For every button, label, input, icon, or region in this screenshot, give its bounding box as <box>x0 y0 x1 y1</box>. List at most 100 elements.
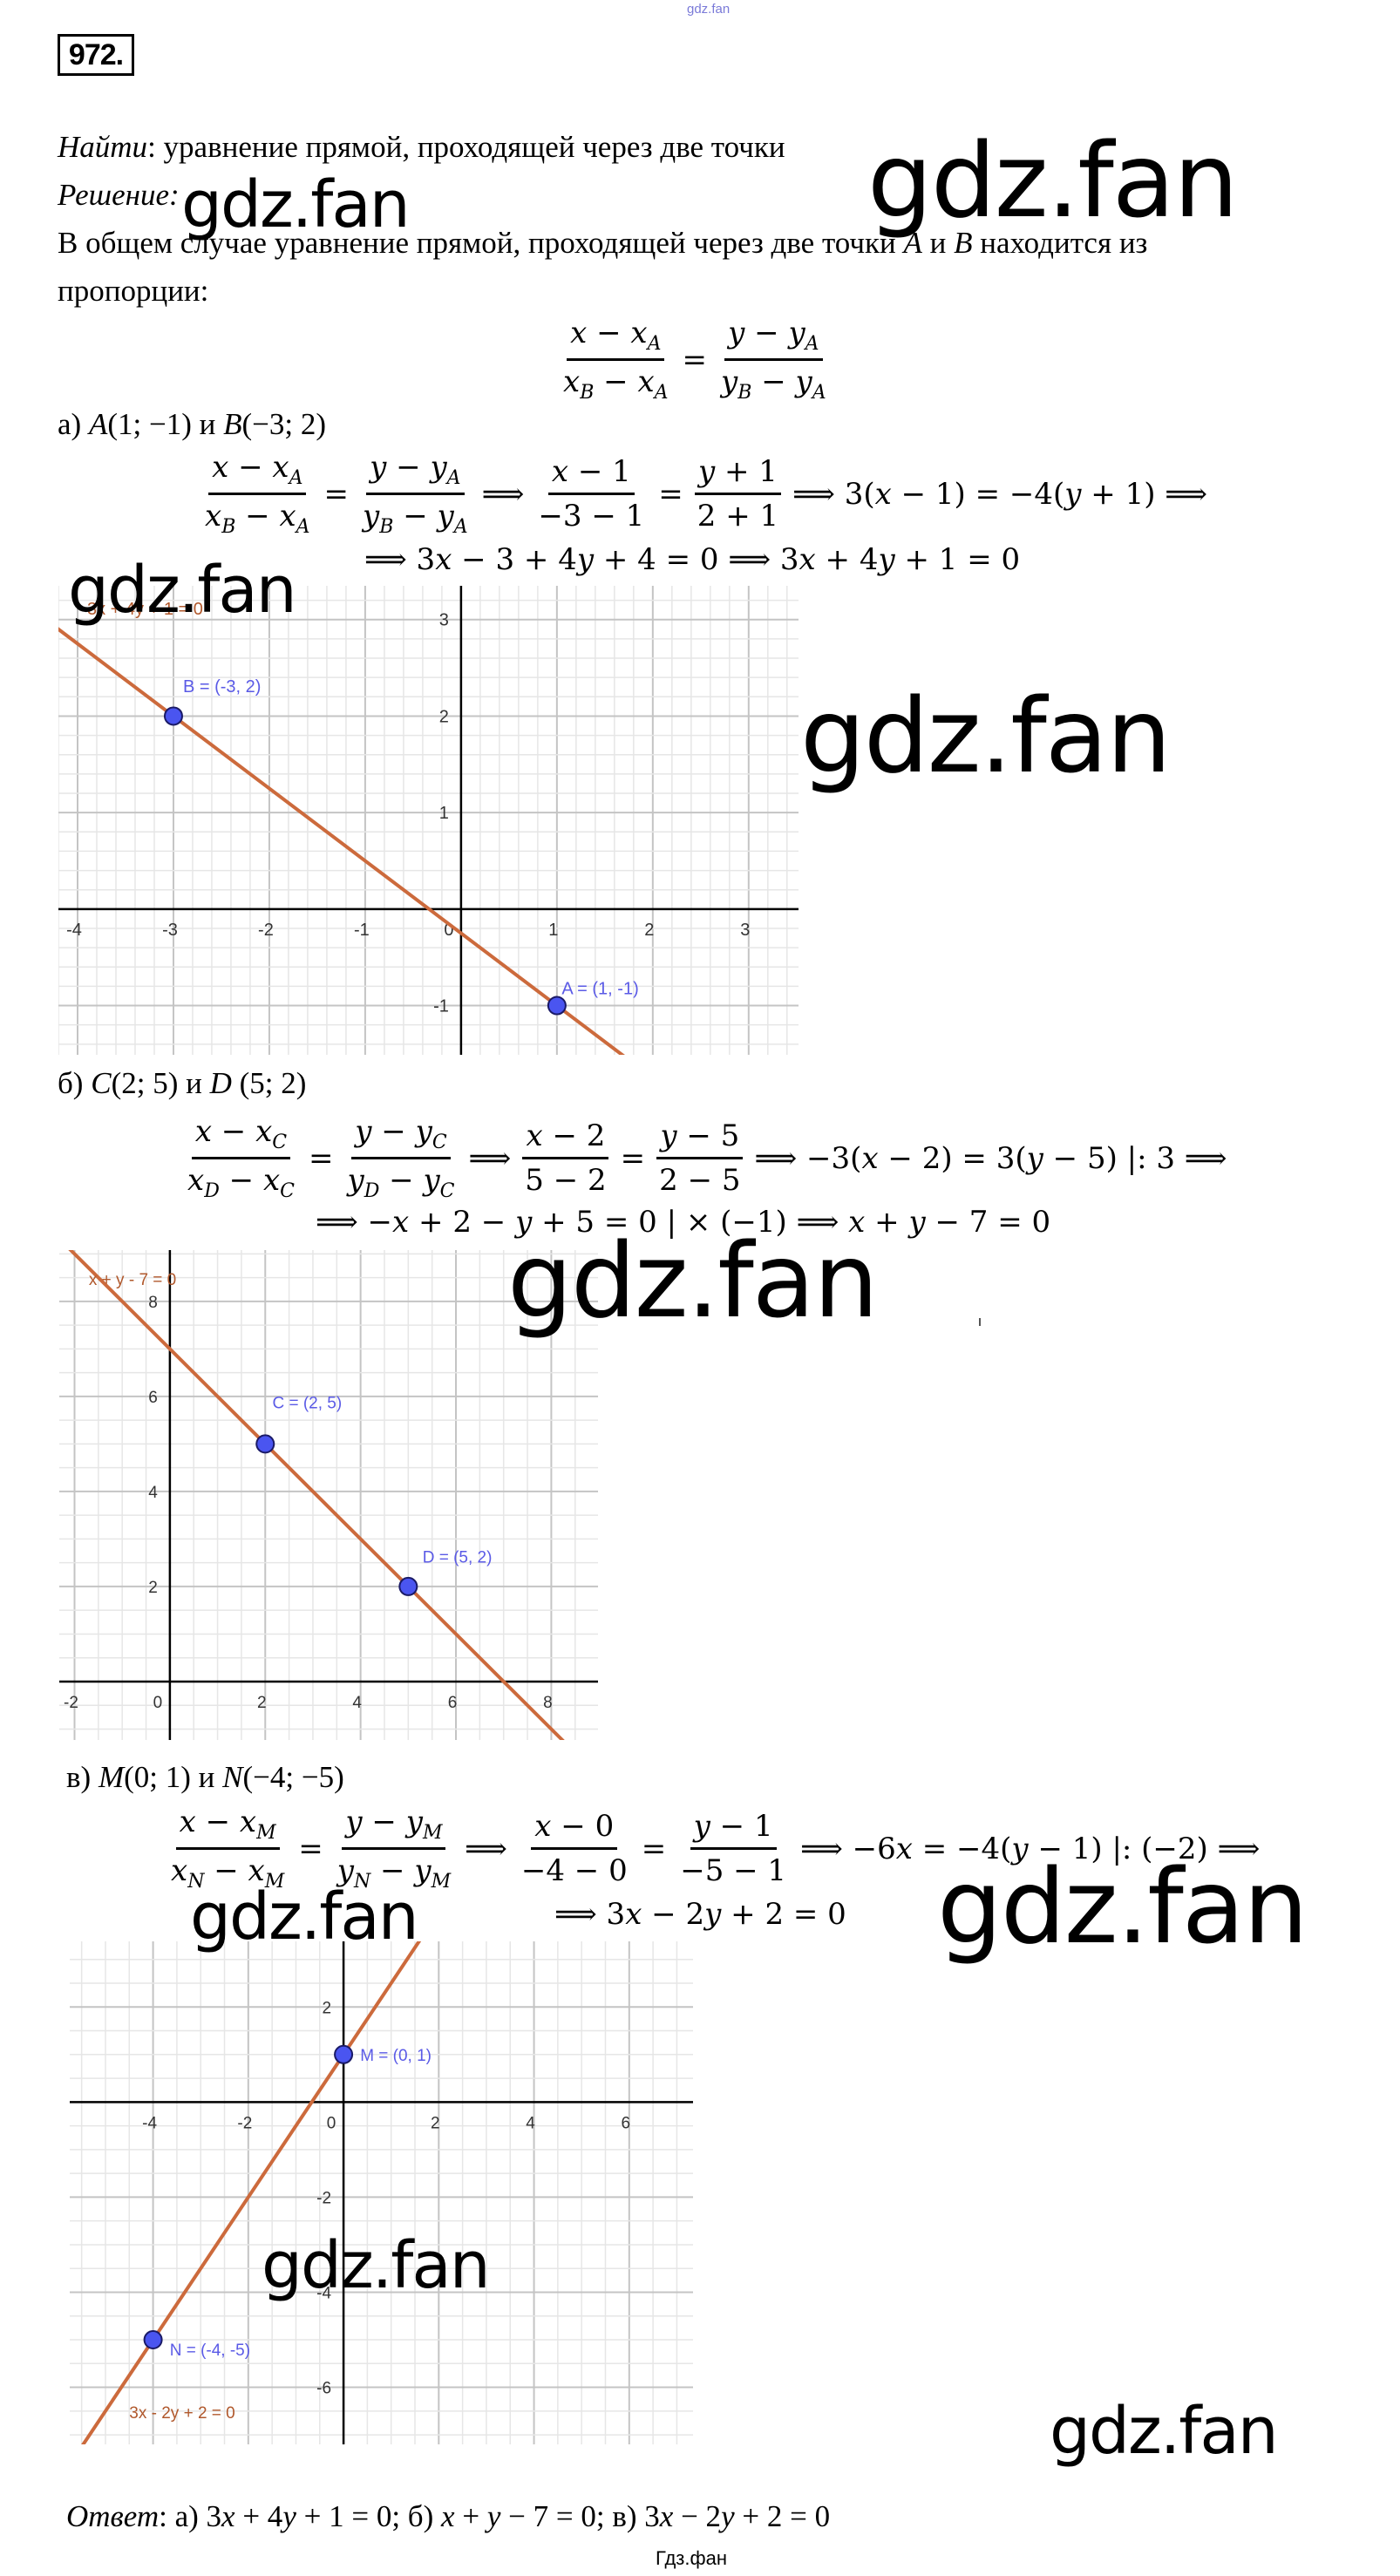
y-tick-label: -1 <box>433 997 449 1016</box>
y-tick-label: 4 <box>148 1484 158 1502</box>
x-tick-label: 6 <box>448 1694 458 1712</box>
watermark: gdz.fan <box>507 1220 879 1341</box>
data-point <box>398 1576 418 1596</box>
find-text: : уравнение прямой, проходящей через две… <box>147 130 785 164</box>
numerator: x − xA <box>567 316 665 361</box>
denominator: xD − xC <box>187 1163 295 1202</box>
numerator: x − 1 <box>547 454 635 495</box>
numerator: x − 2 <box>522 1118 609 1159</box>
fraction: x − xC xD − xC <box>184 1114 298 1202</box>
formula-operator: = <box>641 1831 667 1866</box>
denominator: yD − yC <box>347 1163 455 1202</box>
numerator: y − 1 <box>690 1809 777 1850</box>
fraction: y − yA yB − yA <box>359 450 472 538</box>
x-tick-label: 0 <box>153 1694 163 1712</box>
fraction: y − yC yD − yC <box>343 1114 458 1202</box>
numerator: y − yC <box>351 1114 451 1159</box>
denominator: 2 − 5 <box>659 1163 741 1198</box>
watermark: gdz.fan <box>68 553 297 628</box>
y-tick-label: 2 <box>439 707 449 726</box>
fraction: y + 1 2 + 1 <box>694 454 782 534</box>
numerator: y + 1 <box>694 454 781 495</box>
data-point <box>547 996 567 1016</box>
formula-operator: = <box>620 1140 646 1176</box>
numerator: x − xA <box>208 450 307 495</box>
numerator: y − yA <box>724 316 823 361</box>
answer-label: Ответ <box>66 2499 160 2533</box>
solution-label: Решение: <box>58 178 180 212</box>
general-formula: x − xA xB − xA = y − yA yB − yA <box>554 316 835 404</box>
formula-operator: ⟹ <box>481 476 525 512</box>
formula-operator: ⟹ <box>465 1831 507 1866</box>
part-c-formula-1: x − xM xN − xM = y − yM yN − yM ⟹ x − 0 −4 − 0 =… <box>162 1805 1265 1893</box>
y-tick-label: 3 <box>439 611 449 630</box>
point-label: M = (0, 1) <box>360 2047 432 2065</box>
formula-operator: = <box>682 342 708 377</box>
y-tick-label: 6 <box>148 1389 158 1407</box>
answer-text: : а) 3x + 4y + 1 = 0; б) x + y − 7 = 0; … <box>159 2499 831 2533</box>
numerator: x − 0 <box>531 1809 618 1850</box>
part-b-formula-2: ⟹ −x + 2 − y + 5 = 0 | × (−1) ⟹ x + y − … <box>316 1205 1051 1240</box>
data-point <box>334 2044 354 2064</box>
watermark: gdz.fan <box>937 1846 1308 1967</box>
x-tick-label: -1 <box>354 921 370 940</box>
fraction: y − yM yN − yM <box>334 1805 454 1893</box>
y-tick-label: 2 <box>322 1999 331 2017</box>
line-series <box>68 1250 565 1740</box>
line-series <box>58 627 625 1055</box>
formula-operator: = <box>298 1831 323 1866</box>
y-tick-label: -2 <box>316 2189 331 2207</box>
answer-line: Ответ: а) 3x + 4y + 1 = 0; б) x + y − 7 … <box>66 2498 830 2535</box>
graph-a: -4 -3 -2 -1 0 1 2 3 -1 1 2 3 3x + 4y + 1 = 0 B = (-3,… <box>58 586 799 1055</box>
stray-mark <box>979 1318 981 1326</box>
x-tick-label: 1 <box>548 921 558 940</box>
formula-operator: = <box>308 1140 334 1176</box>
denominator: −4 − 0 <box>520 1853 628 1888</box>
fraction: x − 0 −4 − 0 <box>518 1809 631 1888</box>
equation-label: 3x + 4y + 1 = 0 <box>87 600 203 619</box>
numerator: x − xM <box>175 1805 280 1850</box>
data-point <box>163 706 183 726</box>
x-tick-label: 2 <box>431 2114 440 2132</box>
denominator: yB − yA <box>363 499 468 538</box>
part-a-formula-2: ⟹ 3x − 3 + 4y + 4 = 0 ⟹ 3x + 4y + 1 = 0 <box>364 542 1021 577</box>
part-a-heading: а) A(1; −1) и B(−3; 2) <box>58 407 327 441</box>
general-text-2: пропорции: <box>58 274 209 308</box>
find-label: Найти <box>58 130 148 164</box>
watermark: gdz.fan <box>800 676 1172 796</box>
general-text: В общем случае уравнение прямой, проходя… <box>58 226 1148 260</box>
fraction: y − 5 2 − 5 <box>656 1118 744 1198</box>
denominator: 5 − 2 <box>525 1163 607 1198</box>
y-tick-label: 8 <box>148 1294 158 1312</box>
part-b-heading: б) C(2; 5) и D (5; 2) <box>58 1066 307 1100</box>
top-watermark: gdz.fan <box>687 2 731 17</box>
x-tick-label: -2 <box>258 921 274 940</box>
watermark: gdz.fan <box>1050 2394 1279 2469</box>
y-tick-label: -4 <box>316 2284 331 2302</box>
denominator: yB − yA <box>721 364 826 404</box>
graph-c: -4 -2 0 2 4 6 2 -2 -4 -6 3x - 2y + 2 = 0 M = (0, 1)… <box>70 1941 693 2444</box>
numerator: y − yA <box>366 450 465 495</box>
y-tick-label: 2 <box>148 1579 158 1597</box>
point-label: A = (1, -1) <box>561 979 638 998</box>
fraction: x − xA xB − xA <box>560 316 672 404</box>
watermark: gdz.fan <box>181 167 411 242</box>
formula-operator: ⟹ 3(x − 1) = −4(y + 1) ⟹ <box>792 476 1208 512</box>
denominator: yN − yM <box>336 1853 452 1893</box>
fraction: y − yA yB − yA <box>717 316 830 404</box>
graph-b: -2 0 2 4 6 8 2 4 6 8 x + y - 7 = 0 C = (2, 5) D = (5… <box>59 1250 598 1740</box>
x-tick-label: 2 <box>644 921 654 940</box>
part-a-formula-1: x − xA xB − xA = y − yA yB − yA ⟹ x − 1 −3 − 1 =… <box>196 450 1213 538</box>
x-tick-label: 3 <box>740 921 750 940</box>
denominator: xB − xA <box>563 364 669 404</box>
watermark: gdz.fan <box>190 1879 419 1954</box>
x-tick-label: -2 <box>237 2114 252 2132</box>
x-tick-label: -4 <box>142 2114 157 2132</box>
point-label: C = (2, 5) <box>272 1395 342 1413</box>
denominator: −5 − 1 <box>680 1853 787 1888</box>
formula-operator: ⟹ −6x = −4(y − 1) |: (−2) ⟹ <box>800 1831 1261 1866</box>
equation-label: 3x - 2y + 2 = 0 <box>129 2404 234 2423</box>
denominator: xN − xM <box>171 1853 285 1893</box>
